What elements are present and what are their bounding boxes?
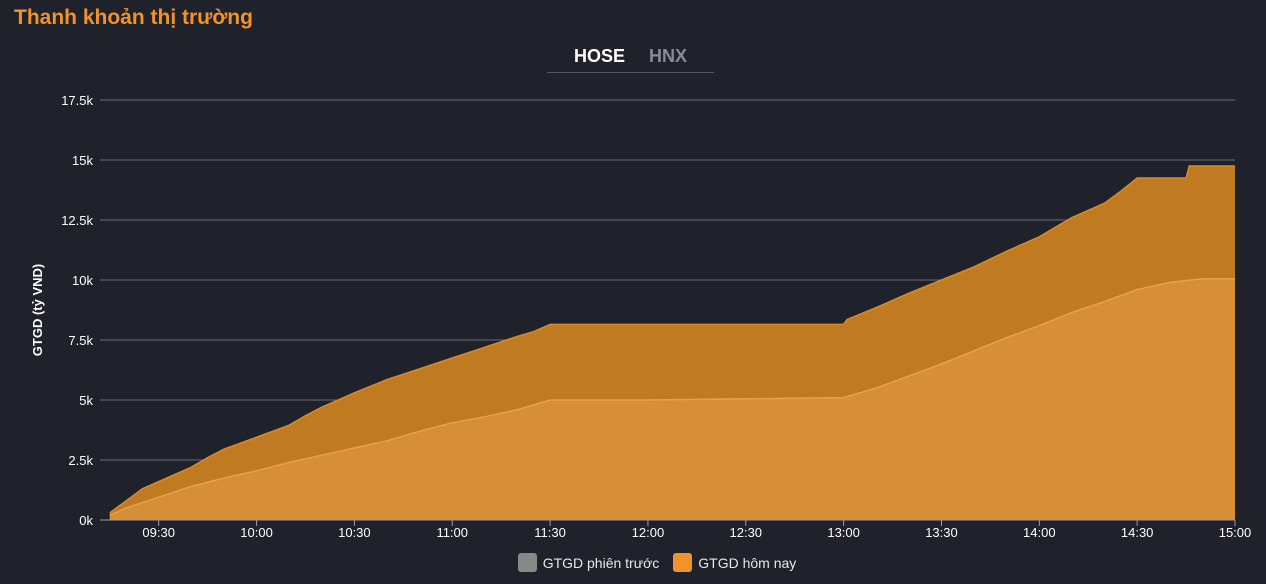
y-tick-label: 5k <box>79 393 93 408</box>
x-tick-label: 11:00 <box>436 525 468 540</box>
chart-legend: GTGD phiên trước GTGD hôm nay <box>24 553 1266 572</box>
page-title: Thanh khoản thị trường <box>14 6 253 29</box>
x-tick-label: 12:00 <box>632 525 665 540</box>
x-tick-label: 09:30 <box>142 525 175 540</box>
x-tick-label: 10:30 <box>338 525 371 540</box>
y-tick-label: 17.5k <box>61 93 93 108</box>
y-tick-label: 7.5k <box>68 333 93 348</box>
legend-swatch-today <box>673 553 693 572</box>
x-tick-label: 10:00 <box>240 525 273 540</box>
y-axis-title: GTGD (tỷ VND) <box>30 264 45 356</box>
tab-hose[interactable]: HOSE <box>573 46 625 66</box>
y-tick-label: 10k <box>72 273 93 288</box>
x-tick-label: 11:30 <box>534 525 566 540</box>
exchange-tabs: HOSE HNX <box>547 44 714 73</box>
x-tick-label: 12:30 <box>730 525 763 540</box>
legend-label-today: GTGD hôm nay <box>698 554 797 571</box>
y-tick-label: 0k <box>79 513 93 528</box>
x-tick-label: 13:30 <box>925 525 958 540</box>
y-tick-label: 12.5k <box>61 213 93 228</box>
x-tick-label: 15:00 <box>1219 525 1252 540</box>
x-tick-label: 14:00 <box>1023 525 1056 540</box>
x-tick-label: 14:30 <box>1121 525 1154 540</box>
legend-item-today[interactable]: GTGD hôm nay <box>673 553 796 572</box>
y-tick-label: 2.5k <box>68 453 93 468</box>
area-series-today <box>109 278 1235 520</box>
legend-swatch-previous <box>517 553 537 572</box>
x-tick-label: 13:00 <box>827 525 860 540</box>
y-tick-label: 15k <box>72 153 93 168</box>
line-series-previous <box>109 165 1235 514</box>
tab-hnx[interactable]: HNX <box>649 46 688 66</box>
legend-item-previous[interactable]: GTGD phiên trước <box>517 553 660 572</box>
line-series-today <box>109 278 1235 516</box>
legend-label-previous: GTGD phiên trước <box>542 554 660 571</box>
